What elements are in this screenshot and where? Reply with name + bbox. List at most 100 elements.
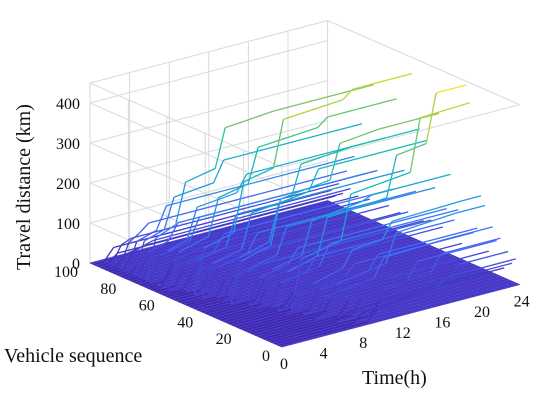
grid-line: [327, 20, 520, 106]
series-segment: [239, 241, 270, 259]
series-segment: [316, 217, 328, 257]
x-tick-label: 8: [359, 335, 367, 352]
series-segment: [239, 309, 310, 330]
series-segment: [185, 167, 216, 183]
y-tick-label: 20: [216, 331, 232, 348]
series-segment: [166, 155, 355, 207]
z-tick-label: 200: [56, 176, 80, 193]
series-segment: [266, 321, 337, 341]
series-segment: [225, 261, 266, 280]
series-segment: [222, 277, 234, 301]
series-segment: [258, 263, 289, 279]
series-segment: [224, 110, 275, 129]
series-segment: [277, 321, 368, 346]
floor-mesh-line: [124, 253, 317, 339]
series-segment: [304, 226, 443, 265]
series-segment: [160, 268, 172, 288]
series-segment: [270, 315, 370, 343]
series-segment: [327, 197, 387, 219]
series-segment: [215, 278, 227, 298]
series-segment: [207, 197, 220, 237]
series-segment: [151, 247, 183, 263]
series-segment: [295, 275, 346, 296]
series-segment: [228, 309, 278, 325]
series-segment: [461, 195, 482, 202]
x-tick-label: 0: [280, 356, 288, 373]
series-segment: [139, 281, 150, 286]
series-segment: [320, 298, 332, 316]
series-segment: [97, 263, 108, 267]
series-segment: [235, 313, 286, 328]
series-segment: [233, 181, 245, 233]
series-segment: [162, 289, 183, 296]
series-segment: [274, 84, 374, 112]
series-segment: [293, 273, 344, 293]
series-segment: [240, 244, 271, 262]
series-segment: [261, 268, 273, 304]
floor-mesh-line: [213, 230, 406, 315]
series-segment: [329, 209, 459, 245]
series-segment: [112, 269, 124, 274]
series-segment: [158, 290, 170, 294]
series-segment: [361, 271, 432, 298]
z-tick-label: 0: [72, 256, 80, 273]
series-segment: [386, 155, 398, 199]
series-segment: [283, 99, 343, 120]
series-segment: [344, 263, 356, 277]
floor-mesh-line: [223, 227, 416, 313]
y-tick-label: 40: [177, 314, 193, 331]
series-segment: [118, 241, 130, 270]
series-segment: [189, 295, 230, 308]
series-segment: [409, 117, 421, 173]
series-segment: [373, 257, 385, 279]
series-segment: [342, 88, 354, 101]
series-segment: [214, 233, 226, 251]
series-segment: [443, 226, 493, 241]
series-segment: [224, 188, 394, 234]
series-segment: [446, 258, 516, 278]
series-segment: [185, 260, 198, 292]
series-segment: [436, 276, 447, 289]
series-segment: [327, 98, 397, 118]
series-segment: [120, 237, 132, 246]
series-segment: [207, 267, 219, 295]
series-segment: [236, 173, 248, 194]
series-segment: [128, 233, 140, 243]
series-segment: [137, 252, 149, 278]
series-segment: [132, 278, 143, 283]
series-segment: [156, 250, 169, 286]
series-segment: [167, 239, 188, 252]
series-segment: [269, 282, 281, 308]
series-segment: [312, 267, 343, 285]
series-segment: [258, 315, 339, 338]
series-segment: [93, 261, 104, 266]
series-segment: [145, 237, 157, 281]
x-tick-label: 12: [395, 325, 411, 342]
series-segment: [318, 139, 428, 170]
series-segment: [163, 196, 175, 230]
floor-mesh-line: [149, 247, 342, 332]
z-tick-label: 400: [56, 96, 80, 113]
series-segment: [376, 287, 437, 310]
series-segment: [155, 285, 176, 293]
series-segment: [422, 262, 513, 288]
series-segment: [155, 205, 167, 231]
series-segment: [363, 294, 414, 313]
series-segment: [352, 239, 383, 251]
series-segment: [385, 232, 397, 264]
series-segment: [350, 171, 411, 195]
floor-mesh-line: [253, 219, 446, 305]
series-segment: [155, 224, 177, 239]
series-segment: [225, 214, 237, 248]
series-segment: [140, 247, 161, 260]
z-tick-label: 100: [56, 216, 80, 233]
series-segment: [330, 276, 391, 300]
series-segment: [166, 290, 187, 298]
series-segment: [278, 190, 309, 204]
series-segment: [262, 314, 353, 340]
series-segment: [302, 283, 314, 315]
series-segment: [175, 182, 187, 225]
series-segment: [395, 212, 456, 234]
series-segment: [246, 254, 277, 270]
